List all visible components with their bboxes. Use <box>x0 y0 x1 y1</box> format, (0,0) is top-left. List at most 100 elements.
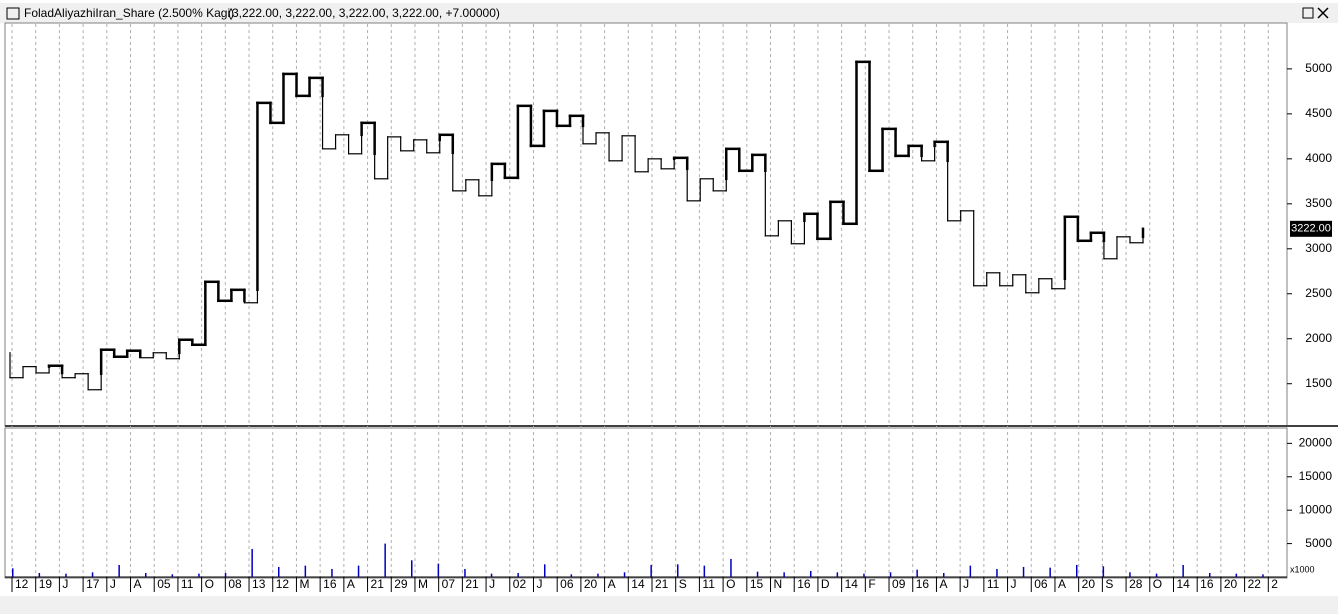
x-tick-label: J <box>489 577 495 591</box>
x-tick-label: J <box>1011 577 1017 591</box>
x-tick-label: F <box>868 577 875 591</box>
volume-bar <box>331 568 333 577</box>
y-tick-label: 10000 <box>1299 502 1333 516</box>
volume-bar <box>1209 572 1211 577</box>
x-tick-label: O <box>205 577 214 591</box>
x-tick-label: 06 <box>560 577 574 591</box>
volume-bar <box>810 570 812 577</box>
x-tick-label: 05 <box>157 577 171 591</box>
x-tick-label: 06 <box>1034 577 1048 591</box>
volume-bar <box>304 565 307 577</box>
x-tick-label: 2 <box>1271 577 1278 591</box>
volume-bar <box>650 564 652 577</box>
x-tick-label: M <box>418 577 428 591</box>
volume-bar <box>1235 573 1238 577</box>
y-tick-label: 3000 <box>1305 241 1332 255</box>
x-tick-label: 14 <box>1176 577 1190 591</box>
x-tick-label: 22 <box>1248 577 1262 591</box>
volume-bar <box>12 568 14 577</box>
x-tick-label: 20 <box>1082 577 1096 591</box>
volume-bar <box>384 543 386 577</box>
x-tick-label: 16 <box>323 577 337 591</box>
x-tick-label: 12 <box>15 577 29 591</box>
x-tick-label: 21 <box>371 577 385 591</box>
volume-bar <box>464 568 466 577</box>
x-tick-label: 29 <box>394 577 408 591</box>
y-tick-label: 20000 <box>1299 436 1333 450</box>
y-tick-label: 5000 <box>1305 536 1332 550</box>
x-tick-label: 16 <box>797 577 811 591</box>
volume-bar <box>411 560 413 577</box>
x-tick-label: A <box>608 577 616 591</box>
x-tick-label: 11 <box>987 577 1000 591</box>
volume-bar <box>171 574 174 577</box>
x-tick-label: A <box>1058 577 1066 591</box>
volume-bar <box>677 564 679 577</box>
x-tick-label: M <box>299 577 309 591</box>
volume-pane <box>4 427 1288 579</box>
volume-bar <box>1049 567 1051 577</box>
x-tick-label: J <box>536 577 542 591</box>
volume-bar <box>65 573 67 577</box>
x-tick-label: 19 <box>39 577 53 591</box>
x-tick-label: 15 <box>750 577 764 591</box>
y-tick-label: 5000 <box>1305 61 1332 75</box>
y-tick-label: 4500 <box>1305 106 1332 120</box>
x-tick-label: 20 <box>1224 577 1238 591</box>
x-tick-label: A <box>134 577 142 591</box>
x-tick-label: 07 <box>442 577 456 591</box>
volume-bar <box>544 564 546 577</box>
volume-bar <box>756 571 759 577</box>
volume-bar <box>517 572 519 577</box>
x-tick-label: 08 <box>228 577 242 591</box>
x-tick-label: 28 <box>1129 577 1143 591</box>
volume-bar <box>38 572 41 577</box>
title-bar <box>0 3 1338 23</box>
maximize-button[interactable] <box>1302 7 1314 19</box>
volume-bar <box>969 565 972 577</box>
scroll-bar[interactable] <box>0 596 1338 614</box>
y-tick-label: 2500 <box>1305 286 1332 300</box>
y-tick-label: 3500 <box>1305 196 1332 210</box>
volume-bar <box>623 572 626 577</box>
volume-bar <box>490 573 493 577</box>
x-tick-label: 13 <box>252 577 266 591</box>
volume-bar <box>916 569 918 577</box>
close-button[interactable] <box>1317 7 1329 19</box>
volume-bar <box>783 572 785 577</box>
chart-title: FoladAliyazhiIran_Share (2.500% Kagi) <box>24 6 234 20</box>
volume-bar <box>357 565 360 577</box>
volume-bar <box>730 558 732 577</box>
volume-bar <box>145 572 147 577</box>
last-value-box <box>1290 220 1332 237</box>
volume-bar <box>1022 566 1025 577</box>
volume-bar <box>863 573 865 577</box>
unit-label: x1000 <box>1290 564 1315 574</box>
x-tick-label: 21 <box>655 577 669 591</box>
volume-bar <box>251 548 253 577</box>
volume-bar <box>118 564 120 577</box>
volume-bar <box>224 572 227 577</box>
x-tick-label: 16 <box>1200 577 1214 591</box>
x-tick-label: 20 <box>584 577 598 591</box>
y-tick-label: 15000 <box>1299 469 1333 483</box>
volume-bar <box>889 572 892 577</box>
volume-bar <box>703 565 706 577</box>
x-tick-label: A <box>939 577 947 591</box>
volume-bar <box>1262 574 1264 577</box>
y-tick-label: 2000 <box>1305 331 1332 345</box>
y-tick-label: 1500 <box>1305 376 1332 390</box>
volume-bar <box>1102 566 1105 577</box>
volume-bar <box>1076 564 1078 577</box>
volume-bar <box>91 572 94 577</box>
volume-bar <box>437 563 440 577</box>
x-tick-label: 17 <box>86 577 100 591</box>
x-tick-label: 14 <box>845 577 859 591</box>
x-tick-label: J <box>963 577 969 591</box>
window-icon <box>6 7 20 20</box>
x-tick-label: J <box>62 577 68 591</box>
x-tick-label: 09 <box>892 577 906 591</box>
